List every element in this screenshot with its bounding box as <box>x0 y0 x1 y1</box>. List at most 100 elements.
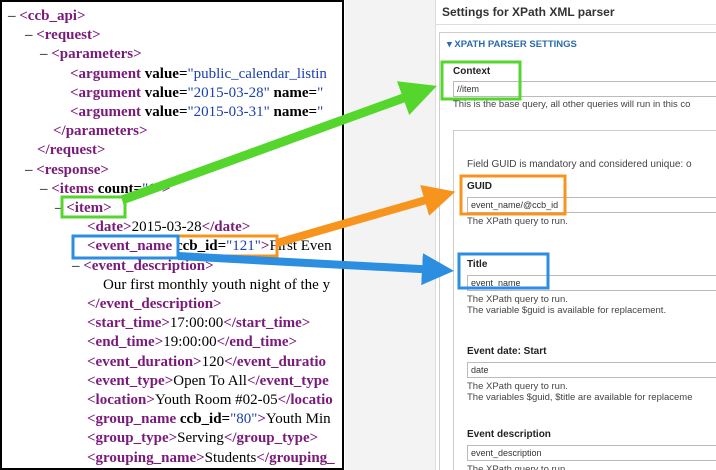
xml-token: <event_description> <box>83 257 214 274</box>
xml-line: <event_type>Open To All</event_type <box>87 372 329 391</box>
xml-token: </event_description> <box>87 296 222 312</box>
xml-token: <items <box>51 180 94 197</box>
arrow <box>120 81 437 205</box>
xml-token: <parameters> <box>51 46 142 63</box>
xml-line: <group_type>Serving</group_type> <box>87 429 318 448</box>
collapse-toggle[interactable]: – <box>8 8 20 24</box>
highlight-box <box>459 174 567 216</box>
xml-line: </request> <box>37 141 105 160</box>
collapse-toggle[interactable]: – <box>40 180 52 197</box>
settings-title: Settings for XPath XML parser <box>442 5 615 19</box>
field-input[interactable]: event_name/@ccb_id <box>467 197 716 213</box>
xml-token: 120 <box>201 353 225 370</box>
xml-token: <request> <box>36 27 101 44</box>
xml-token: </event_type <box>246 372 329 389</box>
xml-line: <date>2015-03-28</date> <box>87 218 250 237</box>
xml-token: <argument <box>70 104 142 120</box>
field-help: The XPath query to run. <box>467 294 568 305</box>
field-help: The XPath query to run. <box>467 464 568 470</box>
xml-line: <argument value="2015-03-31" name=" <box>70 103 323 122</box>
xml-token: <ccb_api> <box>19 8 86 24</box>
xml-line: <start_time>17:00:00</start_time> <box>87 314 310 333</box>
xml-token: ccb_id= <box>176 411 231 428</box>
arrow <box>275 185 456 247</box>
xml-token: "80" <box>230 411 258 428</box>
xml-token: </grouping_ <box>256 449 335 466</box>
xml-token: "2015-03-28" <box>187 84 270 101</box>
xml-token: <location> <box>87 392 155 408</box>
collapse-toggle[interactable]: – <box>40 46 52 63</box>
xml-token: </locatio <box>277 392 333 408</box>
xml-token: name= <box>269 104 318 120</box>
xml-line: – <item> <box>55 199 112 218</box>
xml-token: <event_type> <box>87 372 174 389</box>
field-input[interactable]: event_description <box>467 445 716 461</box>
xml-token: <start_time> <box>87 315 170 332</box>
xml-token: </start_time> <box>223 315 311 332</box>
inner-fieldset <box>453 130 716 470</box>
field-help: The XPath query to run. <box>467 381 568 392</box>
highlight-box <box>457 252 550 290</box>
xml-token: value= <box>141 84 188 101</box>
xml-token: <group_type> <box>87 430 178 447</box>
field-help: The variable $guid is available for repl… <box>467 305 667 316</box>
xml-token: <argument <box>70 84 142 101</box>
field-help: The XPath query to run. <box>467 216 568 227</box>
collapse-toggle[interactable]: – <box>25 27 37 44</box>
xml-line: – <request> <box>25 26 101 45</box>
xml-token: <group_name <box>87 411 177 428</box>
collapse-toggle[interactable]: – <box>72 257 84 274</box>
xml-line: – <parameters> <box>40 45 142 64</box>
xml-line: </event_description> <box>87 295 222 314</box>
xml-token: ccb_id= <box>172 238 227 255</box>
xml-token: <end_time> <box>87 334 164 351</box>
xml-token: 2015-03-28 <box>131 219 202 236</box>
xml-token: <grouping_name> <box>87 449 205 466</box>
context-label: Context <box>453 66 491 77</box>
xml-token: value= <box>141 65 188 82</box>
xml-token: <argument <box>70 65 142 82</box>
xml-token: 17:00:00 <box>169 315 224 332</box>
collapse-toggle[interactable]: – <box>55 200 67 216</box>
xml-token: Our first monthly youth night of the y <box>103 276 331 293</box>
xml-token: name= <box>269 84 318 101</box>
xml-line: </parameters> <box>53 122 148 141</box>
xml-token: <event_duration> <box>87 353 202 370</box>
xml-line: – <response> <box>25 161 109 180</box>
collapse-toggle[interactable]: – <box>25 161 37 178</box>
field-label: Event date: Start <box>467 346 547 357</box>
xml-token: "public_calendar_listin <box>187 65 327 82</box>
settings-page <box>435 0 716 470</box>
xml-token: <event_name <box>87 238 173 255</box>
xml-token: > <box>161 180 171 197</box>
xml-token: " <box>317 84 324 101</box>
highlight-box <box>440 60 522 101</box>
xml-token: Youth Min <box>265 411 331 428</box>
xml-token: Open To All <box>173 372 247 389</box>
xml-token: value= <box>141 104 188 120</box>
xml-line: <group_name ccb_id="80">Youth Min <box>87 410 331 429</box>
xml-token: " <box>317 104 324 120</box>
xml-token: > <box>260 238 270 255</box>
xml-token: </request> <box>37 142 106 159</box>
xml-token: </event_duratio <box>224 353 326 370</box>
xml-line: <grouping_name>Students</grouping_ <box>87 449 335 468</box>
field-input[interactable]: date <box>467 362 716 378</box>
settings-panel: Settings for XPath XML parser ▾ XPATH PA… <box>345 0 716 470</box>
fieldset <box>439 32 716 470</box>
field-help: The variables $guid, $title are availabl… <box>467 392 693 403</box>
xml-token: </end_time> <box>216 334 298 351</box>
xml-token: "121" <box>226 238 261 255</box>
xml-line: Our first monthly youth night of the y <box>103 276 330 295</box>
xml-token: <response> <box>36 161 109 178</box>
field-label: Title <box>467 259 488 270</box>
guid-note: Field GUID is mandatory and considered u… <box>467 159 692 170</box>
section-title[interactable]: ▾ XPATH PARSER SETTINGS <box>447 39 577 50</box>
xml-line: – <ccb_api> <box>8 7 86 26</box>
xml-token: "2015-03-31" <box>187 104 270 120</box>
xml-token: 19:00:00 <box>163 334 217 351</box>
field-label: GUID <box>467 181 492 192</box>
highlight-box <box>71 234 180 260</box>
